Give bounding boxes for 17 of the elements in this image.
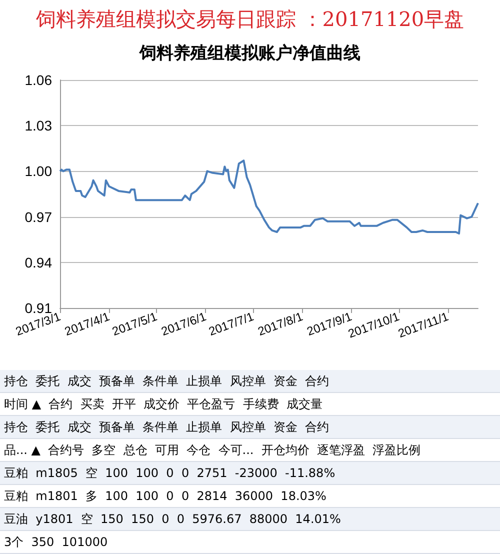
- text: 持仓 委托 成交 预备单 条件单 止损单 风控单 资金 合约: [0, 416, 500, 439]
- y-tick-label: 0.94: [24, 254, 52, 270]
- text: 豆粕 m1801 多 100 100 0 0 2814 36000 18.03%: [0, 485, 500, 508]
- chart-title: 饲料养殖组模拟交易每日跟踪 ：20171120早盘: [34, 7, 464, 31]
- y-tick-label: 1.03: [24, 118, 52, 134]
- text: 品... ▲ 合约号 多空 总仓 可用 今仓 今可... 开仓均价 逐笔浮盈 浮盈比例: [0, 439, 500, 462]
- line-series: [59, 160, 479, 235]
- text: 豆油 y1801 空 150 150 0 0 5976.67 88000 14.01%: [0, 508, 500, 531]
- y-tick-label: 1.00: [24, 163, 52, 180]
- text: 3个 350 101000: [0, 531, 500, 554]
- text: 时间 ▲ 合约 买卖 开平 成交价 平仓盈亏 手续费 成交量: [0, 393, 500, 416]
- chart-subtitle: 饲料养殖组模拟账户净值曲线: [138, 44, 360, 64]
- text: 豆粕 m1805 空 100 100 0 0 2751 -23000 -11.88%: [0, 462, 500, 485]
- y-tick-label: 0.97: [24, 208, 52, 225]
- y-tick-label: 0.91: [24, 300, 52, 316]
- text: 持仓 委托 成交 预备单 条件单 止损单 风控单 资金 合约: [0, 370, 500, 393]
- y-tick-label: 1.06: [24, 72, 52, 88]
